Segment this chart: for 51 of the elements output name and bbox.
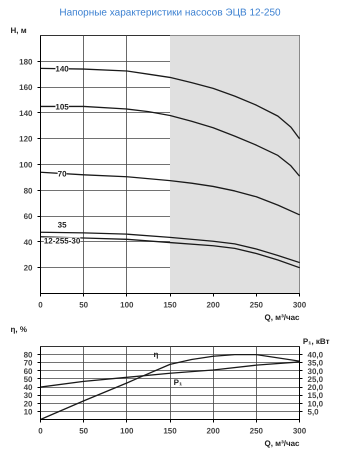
y-tick-label: 50 — [24, 374, 34, 384]
y-tick-label: 80 — [24, 186, 34, 196]
y-tick-label: 20 — [24, 264, 34, 273]
y-tick-label: 140 — [19, 108, 34, 118]
y2-tick-label: 25,0 — [308, 374, 324, 384]
series-label: P₁ — [174, 378, 184, 387]
y-tick-label: 180 — [19, 57, 34, 66]
y2-tick-label: 15,0 — [308, 391, 324, 400]
x-tick-label: 200 — [206, 300, 220, 310]
y-tick-label: 10 — [24, 407, 34, 416]
x-axis-title: Q, м³/час — [264, 313, 300, 322]
x-tick-label: 50 — [79, 426, 89, 436]
x-tick-label: 100 — [120, 300, 134, 310]
y-tick-label: 70 — [24, 358, 34, 368]
x-tick-label: 50 — [79, 300, 89, 310]
y-tick-label: 100 — [19, 160, 34, 170]
series-label: 35 — [58, 220, 68, 230]
y-tick-label: 20 — [24, 399, 34, 408]
y-axis-title: H, м — [10, 26, 27, 35]
series-label: 12-255-30 — [44, 236, 81, 246]
y-tick-label: 80 — [24, 350, 34, 360]
series-label: 140 — [55, 64, 70, 74]
y-tick-label: 120 — [19, 134, 34, 144]
x-tick-label: 0 — [38, 426, 44, 436]
y-axis-title: η, % — [10, 325, 27, 334]
series-label: 105 — [55, 102, 70, 112]
series-label: 70 — [58, 170, 68, 179]
y2-axis-title: P₁, кВт — [302, 337, 330, 346]
x-tick-label: 300 — [292, 426, 307, 436]
x-axis-title: Q, м³/час — [264, 439, 300, 448]
x-tick-label: 150 — [163, 426, 178, 436]
y2-tick-label: 35,0 — [308, 358, 324, 368]
y-tick-label: 40 — [24, 383, 34, 392]
y-tick-label: 160 — [19, 83, 34, 92]
y-tick-label: 40 — [24, 238, 34, 247]
y2-tick-label: 20,0 — [308, 383, 324, 392]
y-tick-label: 60 — [24, 366, 34, 376]
x-tick-label: 300 — [292, 300, 307, 310]
y2-tick-label: 5,0 — [308, 407, 320, 416]
y-tick-label: 30 — [24, 391, 34, 400]
x-tick-label: 100 — [120, 426, 134, 436]
y2-tick-label: 10,0 — [308, 399, 324, 408]
chart-title: Напорные характеристики насосов ЭЦВ 12-250 — [59, 8, 282, 18]
x-tick-label: 250 — [250, 300, 264, 310]
y2-tick-label: 40,0 — [308, 350, 324, 360]
x-tick-label: 0 — [38, 300, 44, 310]
x-tick-label: 250 — [250, 426, 264, 436]
y2-tick-label: 30,0 — [308, 366, 324, 376]
y-tick-label: 60 — [24, 212, 34, 222]
x-tick-label: 200 — [206, 426, 220, 436]
x-tick-label: 150 — [163, 300, 178, 310]
